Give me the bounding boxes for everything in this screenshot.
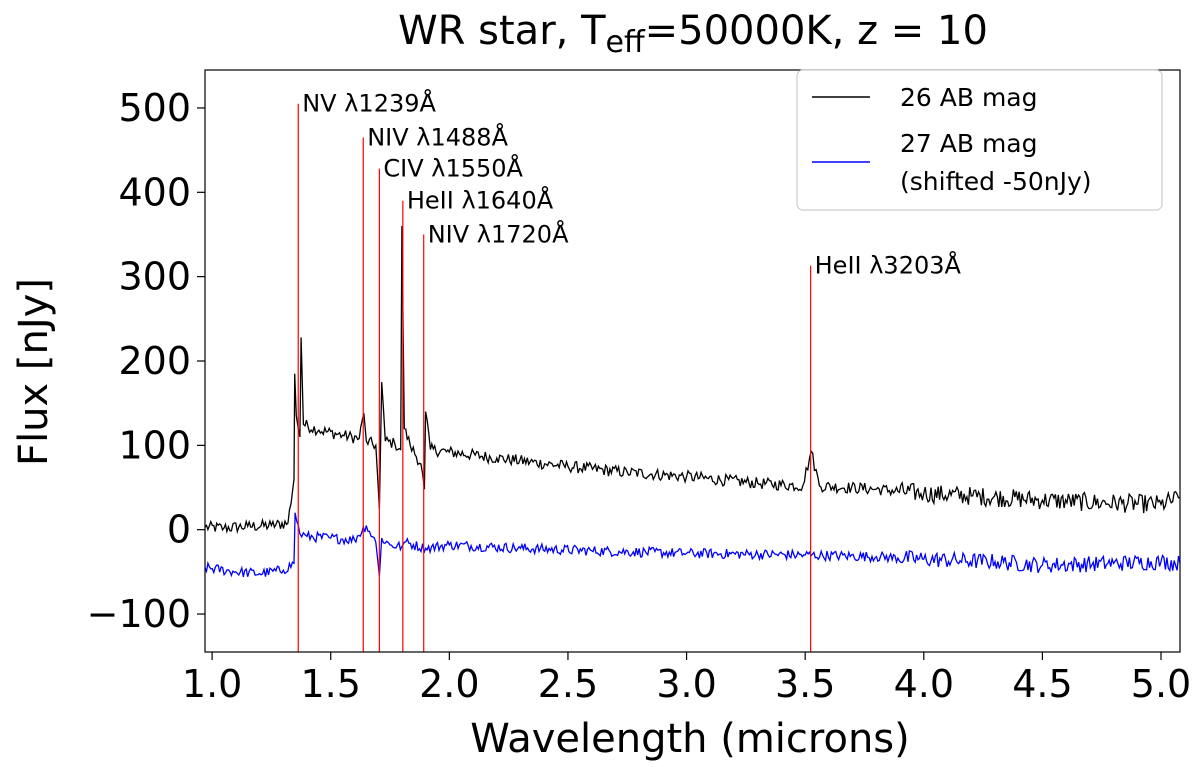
- x-tick-label: 4.5: [1012, 662, 1072, 706]
- plot-area: NV λ1239Å NIV λ1488Å CIV λ1550Å HeII λ1640Å…: [204, 69, 1181, 653]
- emission-line-label: NV λ1239Å: [302, 89, 436, 118]
- x-tick-label: 1.0: [182, 662, 242, 706]
- emission-line-label: NIV λ1720Å: [428, 219, 569, 248]
- y-tick-label: 100: [118, 423, 191, 467]
- x-tick-label: 3.5: [775, 662, 835, 706]
- chart-title: WR star, Teff=50000K, z = 10: [398, 8, 988, 60]
- y-tick-label: 200: [118, 339, 191, 383]
- legend-label-26-ab-mag: 26 AB mag: [900, 83, 1038, 112]
- y-tick-label: 300: [118, 255, 191, 299]
- y-tick-label: 500: [118, 86, 191, 130]
- x-axis: 1.0 1.5 2.0 2.5 3.0 3.5 4.0 4.5 5.0: [182, 652, 1191, 706]
- x-tick-label: 4.0: [894, 662, 954, 706]
- y-tick-label: 400: [118, 170, 191, 214]
- x-tick-label: 3.0: [656, 662, 716, 706]
- x-tick-label: 2.5: [538, 662, 598, 706]
- legend-label-27-ab-mag-note: (shifted -50nJy): [900, 167, 1092, 196]
- legend-label-27-ab-mag: 27 AB mag: [900, 129, 1038, 158]
- x-tick-label: 5.0: [1131, 662, 1191, 706]
- chart-title-suffix: =50000K, z = 10: [645, 8, 988, 54]
- legend-box: [796, 69, 1163, 211]
- chart-title-subscript: eff: [606, 25, 646, 60]
- chart-title-prefix: WR star, T: [398, 8, 606, 54]
- emission-line-label: CIV λ1550Å: [383, 154, 523, 183]
- y-axis: −100 0 100 200 300 400 500: [87, 86, 205, 636]
- legend: 26 AB mag 27 AB mag (shifted -50nJy): [796, 69, 1163, 211]
- x-tick-label: 2.0: [419, 662, 479, 706]
- emission-line-label: NIV λ1488Å: [367, 122, 508, 151]
- y-tick-label: 0: [167, 508, 191, 552]
- y-tick-label: −100: [87, 592, 191, 636]
- series-line-26-ab-mag: [204, 225, 1181, 535]
- series-layer: [204, 225, 1181, 578]
- emission-line-label: HeII λ1640Å: [407, 186, 554, 215]
- series-line-27-ab-mag: [204, 512, 1181, 578]
- x-axis-label: Wavelength (microns): [470, 716, 910, 762]
- y-axis-label: Flux [nJy]: [11, 278, 57, 466]
- x-tick-label: 1.5: [301, 662, 361, 706]
- emission-line-label: HeII λ3203Å: [815, 251, 962, 280]
- emission-lines-layer: NV λ1239Å NIV λ1488Å CIV λ1550Å HeII λ1640Å…: [297, 89, 962, 652]
